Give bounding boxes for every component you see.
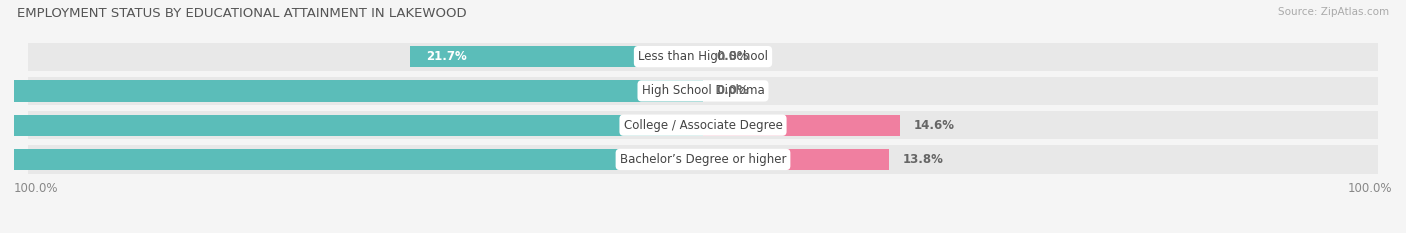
Bar xyxy=(411,46,703,67)
Text: EMPLOYMENT STATUS BY EDUCATIONAL ATTAINMENT IN LAKEWOOD: EMPLOYMENT STATUS BY EDUCATIONAL ATTAINM… xyxy=(17,7,467,20)
Bar xyxy=(28,77,1378,105)
Text: 0.0%: 0.0% xyxy=(717,84,749,97)
Bar xyxy=(703,149,890,170)
Text: 100.0%: 100.0% xyxy=(1347,182,1392,195)
Bar xyxy=(28,145,1378,174)
Text: 0.0%: 0.0% xyxy=(717,50,749,63)
Text: Bachelor’s Degree or higher: Bachelor’s Degree or higher xyxy=(620,153,786,166)
Text: Source: ZipAtlas.com: Source: ZipAtlas.com xyxy=(1278,7,1389,17)
Bar xyxy=(703,115,900,136)
Bar xyxy=(0,149,703,170)
Bar xyxy=(0,115,703,136)
Text: 100.0%: 100.0% xyxy=(14,182,59,195)
Text: Less than High School: Less than High School xyxy=(638,50,768,63)
Text: High School Diploma: High School Diploma xyxy=(641,84,765,97)
Text: 14.6%: 14.6% xyxy=(914,119,955,132)
Text: College / Associate Degree: College / Associate Degree xyxy=(624,119,782,132)
Bar xyxy=(28,111,1378,139)
Bar xyxy=(0,80,703,102)
Text: 13.8%: 13.8% xyxy=(903,153,943,166)
Bar xyxy=(28,43,1378,71)
Text: 21.7%: 21.7% xyxy=(426,50,467,63)
